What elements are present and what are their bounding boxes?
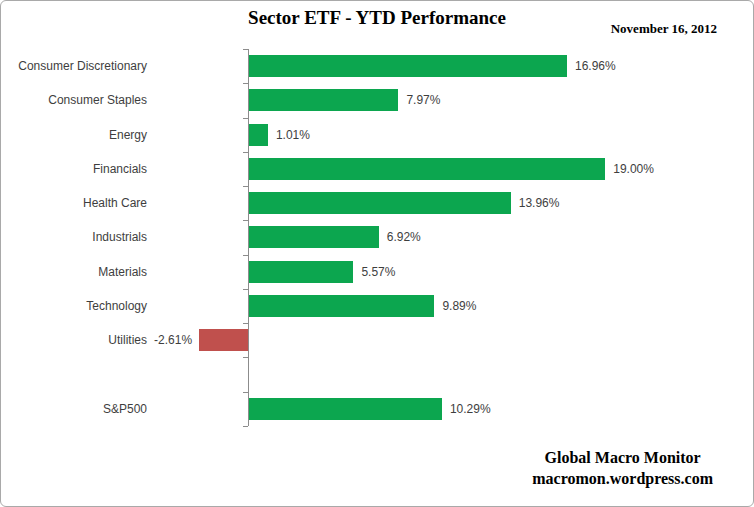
category-label-utilities: Utilities: [1, 333, 147, 347]
chart-row: Technology 9.89%: [1, 289, 753, 323]
value-label-energy: 1.01%: [276, 128, 310, 142]
chart-row: Materials 5.57%: [1, 255, 753, 289]
category-label-technology: Technology: [1, 299, 147, 313]
chart-row: Financials 19.00%: [1, 152, 753, 186]
bar-industrials: [249, 226, 379, 248]
plot-area: Consumer Discretionary 16.96% Consumer Sta…: [1, 1, 753, 441]
category-label-materials: Materials: [1, 265, 147, 279]
category-label-industrials: Industrials: [1, 230, 147, 244]
chart-row: Consumer Discretionary 16.96%: [1, 49, 753, 83]
chart-row: Industrials 6.92%: [1, 220, 753, 254]
category-label-consumer-discretionary: Consumer Discretionary: [1, 59, 147, 73]
chart-row: [1, 357, 753, 391]
value-label-financials: 19.00%: [613, 162, 654, 176]
value-label-consumer-staples: 7.97%: [406, 93, 440, 107]
chart-frame: Sector ETF - YTD Performance November 16…: [0, 0, 754, 507]
chart-row: Energy 1.01%: [1, 118, 753, 152]
value-label-materials: 5.57%: [361, 265, 395, 279]
category-label-financials: Financials: [1, 162, 147, 176]
category-label-health-care: Health Care: [1, 196, 147, 210]
bar-s-p500: [249, 398, 442, 420]
bar-energy: [249, 124, 268, 146]
chart-footer: Global Macro Monitor macromon.wordpress.…: [532, 448, 713, 490]
footer-source-url: macromon.wordpress.com: [532, 469, 713, 490]
bar-consumer-staples: [249, 89, 398, 111]
bar-health-care: [249, 192, 511, 214]
bar-materials: [249, 261, 353, 283]
value-label-s-p500: 10.29%: [450, 402, 491, 416]
value-label-health-care: 13.96%: [519, 196, 560, 210]
value-label-consumer-discretionary: 16.96%: [575, 59, 616, 73]
axis-tick-mark: [243, 426, 248, 427]
value-label-utilities: -2.61%: [154, 333, 192, 347]
bar-utilities: [199, 329, 248, 351]
value-label-industrials: 6.92%: [387, 230, 421, 244]
chart-row: Health Care 13.96%: [1, 186, 753, 220]
chart-row: Consumer Staples 7.97%: [1, 83, 753, 117]
chart-row: S&P500 10.29%: [1, 392, 753, 426]
category-label-consumer-staples: Consumer Staples: [1, 93, 147, 107]
bar-technology: [249, 295, 434, 317]
bar-consumer-discretionary: [249, 55, 567, 77]
category-label-energy: Energy: [1, 128, 147, 142]
footer-source-name: Global Macro Monitor: [532, 448, 713, 469]
chart-row: Utilities -2.61%: [1, 323, 753, 357]
value-label-technology: 9.89%: [442, 299, 476, 313]
bar-financials: [249, 158, 605, 180]
category-label-s-p500: S&P500: [1, 402, 147, 416]
